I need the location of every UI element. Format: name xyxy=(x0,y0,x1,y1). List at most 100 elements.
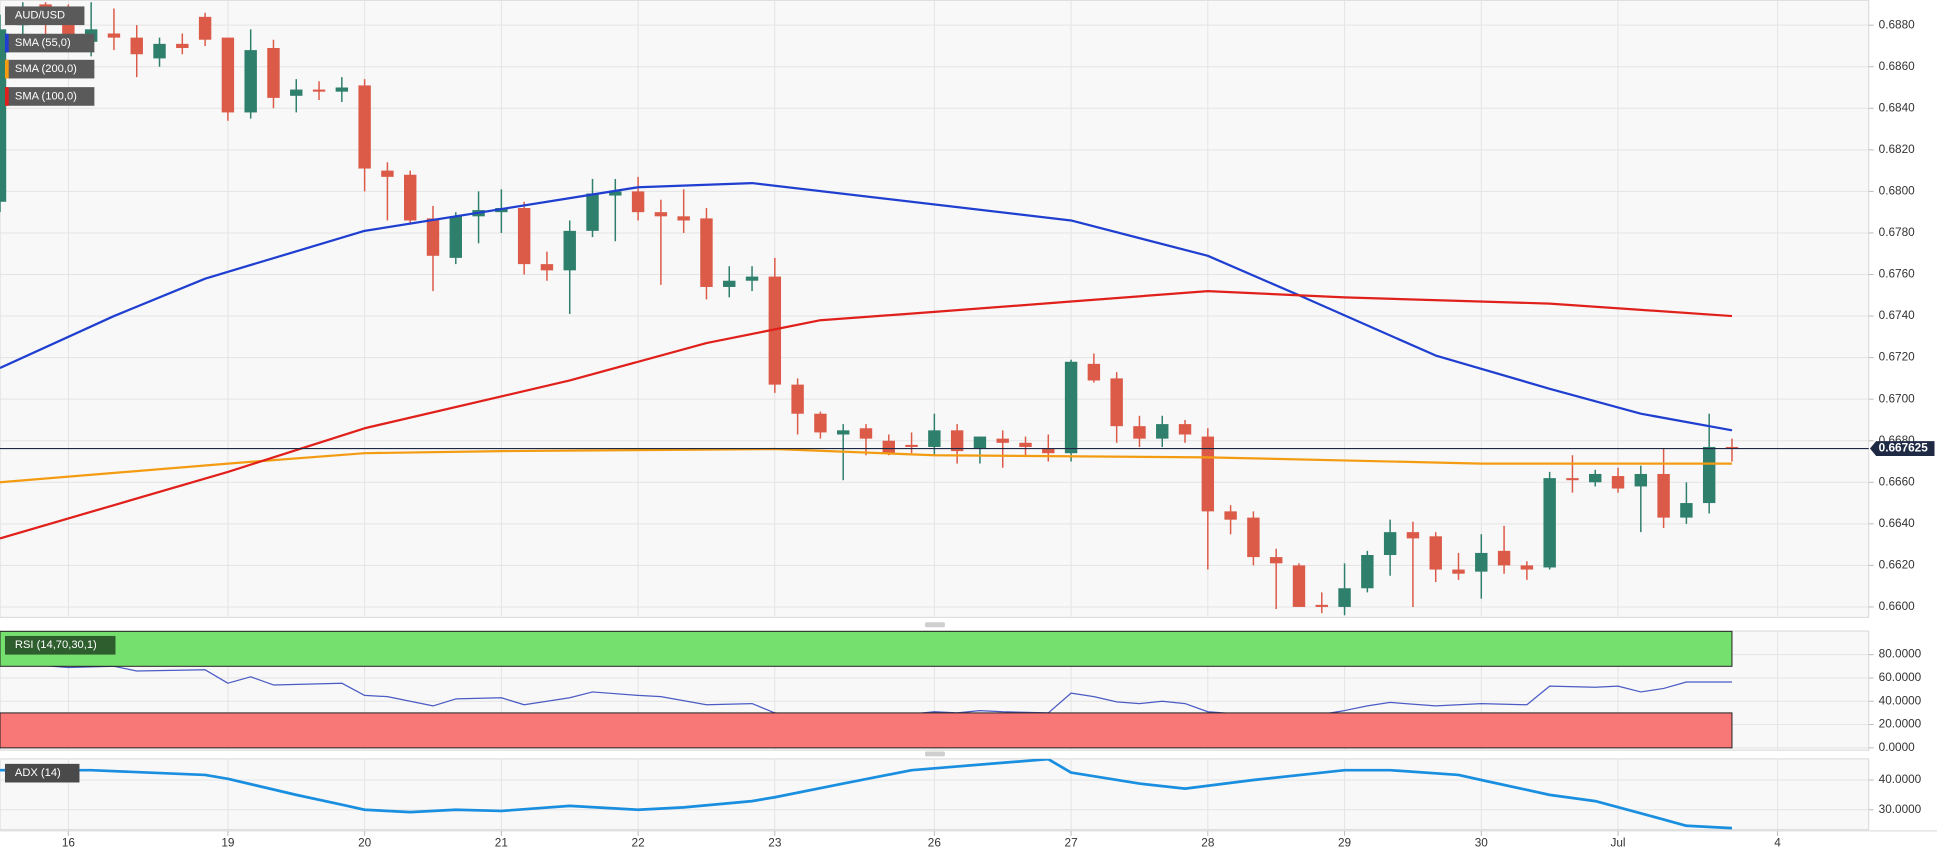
legend-box xyxy=(4,635,116,655)
candle-body xyxy=(176,43,189,49)
candle-body xyxy=(1475,552,1488,572)
candle-body xyxy=(1543,478,1556,568)
candle-body xyxy=(290,89,303,96)
candle-body xyxy=(1087,363,1101,381)
y-tick-label: 0.6620 xyxy=(1879,559,1915,572)
candle-body xyxy=(1589,473,1602,483)
x-tick-label: Jul xyxy=(1610,836,1625,849)
candle-body xyxy=(1497,550,1511,566)
candle-body xyxy=(1361,555,1374,589)
legend-box xyxy=(4,59,95,79)
pane xyxy=(0,0,1869,618)
x-tick-label: 4 xyxy=(1774,836,1781,849)
legend-label: RSI (14,70,30,1) xyxy=(15,639,97,651)
y-tick-label: 0.6860 xyxy=(1879,60,1915,73)
candle-body xyxy=(517,208,531,265)
legend-label: ADX (14) xyxy=(15,767,61,779)
legend-label: AUD/USD xyxy=(15,10,65,22)
y-tick-label: 0.6800 xyxy=(1879,184,1915,197)
candle-body xyxy=(1338,588,1351,607)
candle-body xyxy=(768,276,782,385)
legend-swatch xyxy=(4,59,9,79)
pane-handle[interactable] xyxy=(925,751,945,757)
x-tick-label: 28 xyxy=(1201,836,1215,849)
candle-body xyxy=(996,438,1009,443)
y-tick-label: 0.0000 xyxy=(1879,741,1915,754)
candle-body xyxy=(130,37,143,55)
candle-body xyxy=(1064,361,1078,454)
y-tick-label: 0.6740 xyxy=(1879,309,1915,322)
pane-handle[interactable] xyxy=(925,622,945,628)
indicator-line xyxy=(0,290,1733,540)
y-tick-label: 80.0000 xyxy=(1879,648,1922,661)
candle-body xyxy=(905,444,918,447)
y-tick-label: 0.6760 xyxy=(1879,268,1915,281)
y-tick-label: 0.6600 xyxy=(1879,600,1915,613)
y-tick-label: 40.0000 xyxy=(1879,694,1922,707)
y-tick-label: 0.6820 xyxy=(1879,143,1915,156)
legend-swatch xyxy=(4,33,9,53)
candle-body xyxy=(677,216,690,221)
candle-body xyxy=(836,430,850,435)
candle-body xyxy=(745,276,759,281)
x-tick-label: 19 xyxy=(221,836,234,849)
candle-body xyxy=(1133,426,1146,439)
candle-body xyxy=(381,170,394,177)
candle-body xyxy=(1657,473,1670,518)
x-tick-label: 27 xyxy=(1065,836,1078,849)
candle-body xyxy=(928,430,941,447)
y-tick-label: 0.6660 xyxy=(1879,475,1915,488)
candle-body xyxy=(882,440,895,454)
legend-box xyxy=(4,763,80,783)
zone-band xyxy=(0,630,1733,667)
candle-body xyxy=(1201,436,1215,512)
candle-body xyxy=(563,230,576,271)
candle-body xyxy=(153,43,166,59)
legend-label: SMA (100,0) xyxy=(15,90,77,102)
legend-box xyxy=(4,6,85,26)
candle-body xyxy=(1383,532,1397,556)
candle-body xyxy=(586,193,599,231)
candle-body xyxy=(1406,532,1420,539)
y-tick-label: 30.0000 xyxy=(1879,803,1922,816)
legend-box xyxy=(4,33,95,53)
candle-body xyxy=(1702,446,1716,504)
candle-body xyxy=(1156,424,1169,439)
indicator-line xyxy=(0,661,1732,719)
candle-body xyxy=(426,218,440,256)
candle-body xyxy=(540,264,554,271)
y-tick-label: 0.6880 xyxy=(1879,18,1915,31)
candle-body xyxy=(221,37,235,113)
y-tick-label: 40.0000 xyxy=(1879,773,1922,786)
candle-body xyxy=(950,430,964,452)
legend-label: SMA (200,0) xyxy=(15,63,77,75)
y-tick-label: 20.0000 xyxy=(1879,718,1922,731)
x-tick-label: 21 xyxy=(495,836,508,849)
candle-body xyxy=(1247,517,1260,558)
candle-body xyxy=(654,212,668,217)
legend-swatch xyxy=(4,87,9,106)
candle-body xyxy=(859,428,873,439)
x-tick-label: 20 xyxy=(358,836,372,849)
x-tick-label: 26 xyxy=(928,836,942,849)
y-tick-label: 0.6840 xyxy=(1879,101,1915,114)
x-tick-label: 23 xyxy=(768,836,782,849)
last-price-label: 0.667625 xyxy=(1879,442,1929,455)
y-tick-label: 0.6700 xyxy=(1879,392,1915,405)
candle-body xyxy=(1634,473,1648,487)
candle-body xyxy=(0,29,7,202)
x-tick-label: 29 xyxy=(1338,836,1351,849)
candle-body xyxy=(312,89,326,92)
y-tick-label: 0.6640 xyxy=(1879,517,1915,530)
candle-body xyxy=(358,85,371,169)
candle-body xyxy=(335,87,349,92)
candle-body xyxy=(791,384,804,414)
x-tick-label: 16 xyxy=(62,836,76,849)
candle-body xyxy=(1292,565,1306,607)
indicator-line xyxy=(0,181,1733,432)
candle-body xyxy=(1680,503,1693,518)
x-tick-label: 22 xyxy=(632,836,645,849)
candle-body xyxy=(198,16,212,40)
